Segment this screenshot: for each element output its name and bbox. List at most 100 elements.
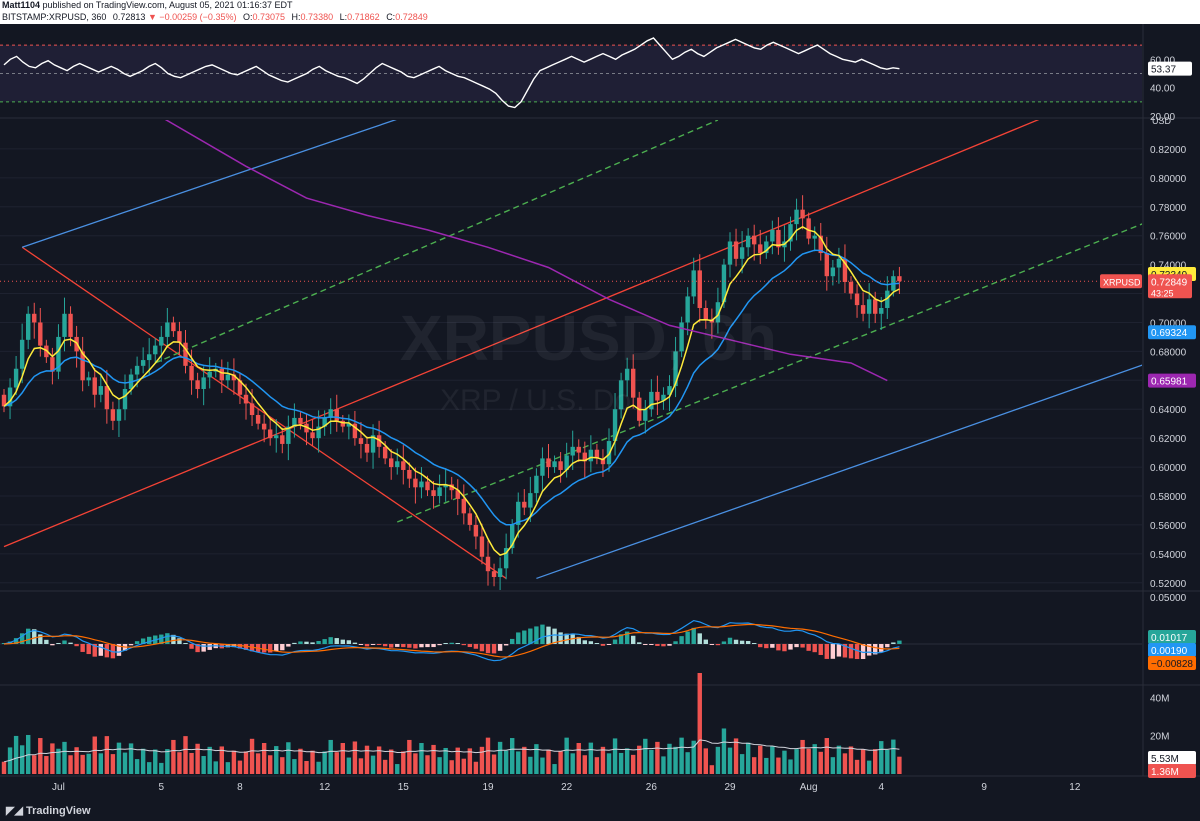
macd-bar <box>540 624 545 644</box>
volume-bar <box>13 735 19 774</box>
channel-green-upper <box>154 120 719 364</box>
candle-down <box>733 241 739 259</box>
candle-up <box>836 258 842 268</box>
volume-bar <box>842 753 848 774</box>
volume-bar <box>691 740 696 774</box>
symbol-tag-bg <box>1100 274 1142 289</box>
macd-bar <box>56 643 61 644</box>
candle-down <box>183 342 188 366</box>
candle-down <box>703 308 708 320</box>
macd-bar <box>98 644 103 656</box>
candle-up <box>618 380 624 410</box>
macd-bar <box>776 644 781 651</box>
candle-down <box>407 469 412 479</box>
candle-down <box>655 391 660 401</box>
macd-bar <box>473 644 479 649</box>
macd-badge-macd-hist: 0.01017 <box>1151 633 1188 644</box>
volume-bar <box>183 736 188 774</box>
macd-bar <box>134 641 140 644</box>
volume-bar <box>891 739 896 774</box>
volume-bar <box>449 760 454 774</box>
price-badge-ma-purple: 0.65981 <box>1151 377 1188 388</box>
high-value: 0.73380 <box>300 12 334 22</box>
price-tick-label: 0.68000 <box>1150 347 1187 358</box>
candle-down <box>600 458 606 465</box>
volume-bar <box>631 754 636 774</box>
candle-down <box>776 229 781 248</box>
volume-bar <box>407 739 412 774</box>
currency-label: USD <box>1152 116 1172 126</box>
candle-down <box>171 322 176 332</box>
volume-bar <box>618 752 624 774</box>
macd-bar <box>195 644 200 653</box>
last-price: 0.72813 <box>112 12 146 22</box>
volume-badge-last-bg <box>1148 764 1196 778</box>
candle-up <box>739 247 745 259</box>
rsi-line <box>3 37 900 109</box>
candle-up <box>516 501 521 525</box>
symbol-tag-label: XRPUSD <box>1103 277 1141 287</box>
candle-up <box>564 455 569 470</box>
tradingview-logo[interactable]: ◤◢ TradingView <box>6 804 91 817</box>
macd-bar <box>703 639 708 644</box>
candle-down <box>752 235 757 245</box>
candle-up <box>497 568 503 577</box>
macd-bar <box>201 644 206 652</box>
candle-down <box>68 313 73 337</box>
volume-bar <box>649 749 654 774</box>
price-tick-label: 0.64000 <box>1150 405 1187 416</box>
volume-bar <box>733 738 739 774</box>
candle-down <box>1 394 7 407</box>
candle-down <box>558 461 563 470</box>
volume-bar <box>437 757 442 774</box>
macd-bar <box>721 641 727 644</box>
candle-down <box>473 524 479 537</box>
macd-bar <box>140 638 146 644</box>
candle-up <box>286 426 291 444</box>
macd-bar <box>624 631 630 644</box>
candle-down <box>491 571 497 577</box>
macd-bar <box>32 629 37 644</box>
volume-bar <box>44 756 49 774</box>
volume-bar <box>140 748 146 774</box>
macd-bar <box>782 644 787 652</box>
macd-bar <box>558 632 563 644</box>
macd-bar <box>382 644 388 647</box>
candle-down <box>842 258 848 282</box>
macd-bar <box>860 644 866 660</box>
candle-down <box>425 481 430 491</box>
macd-bar <box>68 642 73 644</box>
macd-bar <box>612 639 618 644</box>
author-name[interactable]: Matt1104 <box>2 0 41 10</box>
volume-bar <box>56 748 61 774</box>
chart-canvas[interactable]: 60.00 40.00 20.00 53.37 XRPUSD, 6h XRP / U.S.… <box>0 24 1200 797</box>
volume-bar <box>491 754 497 774</box>
candle-down <box>594 449 600 459</box>
candle-up <box>885 290 890 308</box>
candle-up <box>503 548 509 569</box>
change-text: −0.00259 (−0.35%) <box>159 12 237 22</box>
time-tick-label: 12 <box>1069 782 1081 793</box>
volume-bar <box>147 762 152 774</box>
candle-down <box>431 490 436 496</box>
volume-bar <box>62 741 67 774</box>
macd-histogram <box>1 624 902 660</box>
volume-bar <box>104 736 110 774</box>
volume-bar <box>764 757 769 774</box>
candle-up <box>19 339 25 369</box>
time-tick-label: 12 <box>319 782 331 793</box>
footer-bar <box>0 797 1200 821</box>
volume-bar <box>570 753 575 774</box>
volume-bar <box>897 756 902 774</box>
volume-bar <box>364 745 370 774</box>
candle-down <box>449 484 454 491</box>
candles <box>1 195 902 590</box>
macd-bar <box>177 638 182 644</box>
macd-tick-label: 0.05000 <box>1150 593 1187 604</box>
candle-down <box>860 305 866 314</box>
candle-timer: 43:25 <box>1151 288 1174 298</box>
candle-down <box>104 386 110 410</box>
candle-down <box>249 403 255 416</box>
volume-bar <box>370 755 376 774</box>
macd-bar <box>231 644 237 648</box>
